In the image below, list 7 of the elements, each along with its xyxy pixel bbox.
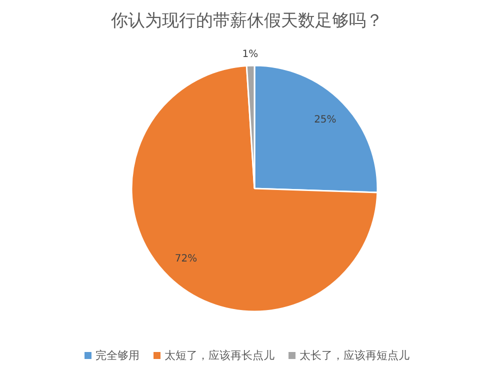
chart-title: 你认为现行的带薪休假天数足够吗？ — [110, 11, 383, 30]
data-label: 1% — [242, 49, 258, 60]
data-label: 25% — [314, 114, 336, 126]
legend-label: 完全够用 — [96, 349, 140, 362]
data-label: 72% — [174, 254, 198, 265]
legend-label: 太长了，应该再短点儿 — [300, 349, 410, 362]
legend-label: 太短了，应该再长点儿 — [164, 349, 274, 362]
